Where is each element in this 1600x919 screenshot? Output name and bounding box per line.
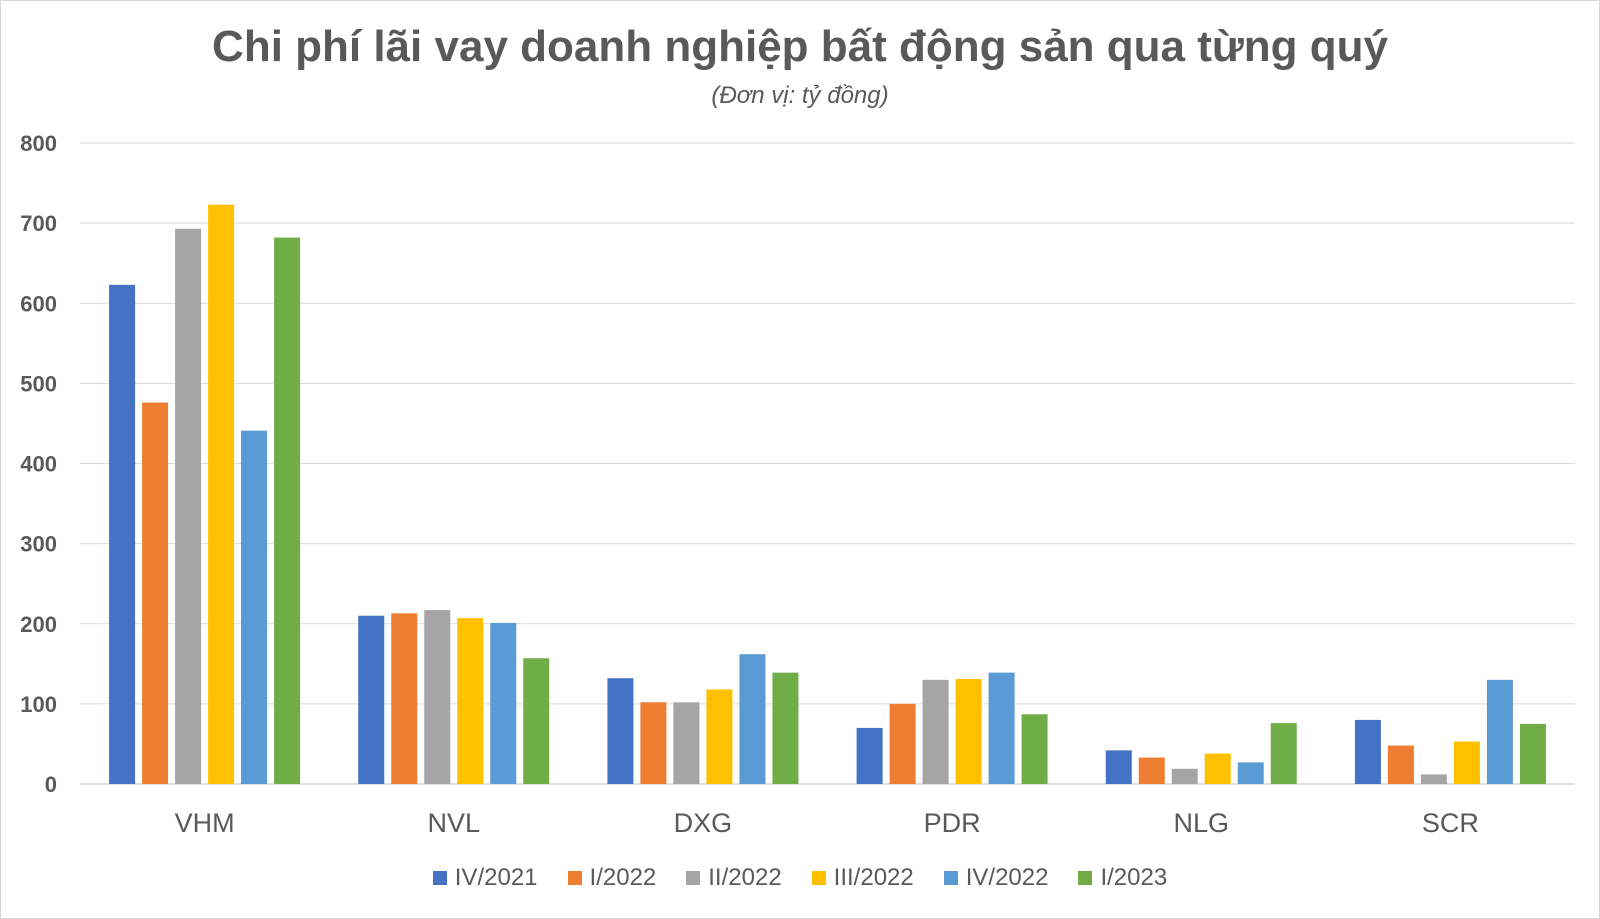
- bar: [208, 204, 235, 785]
- legend-label: IV/2021: [454, 864, 538, 891]
- x-category-label: DXG: [674, 808, 733, 838]
- legend-item: I/2023: [1078, 864, 1167, 892]
- bar: [1354, 719, 1381, 784]
- bar: [457, 618, 484, 784]
- x-category-label: PDR: [924, 808, 981, 838]
- bar: [175, 228, 202, 784]
- legend-item: IV/2022: [943, 864, 1049, 892]
- bar: [706, 689, 733, 784]
- bar: [490, 622, 517, 784]
- x-category-label: NVL: [427, 808, 480, 838]
- bar: [607, 678, 634, 784]
- y-tick-label: 300: [20, 532, 57, 557]
- bar: [772, 672, 799, 784]
- bar: [1171, 768, 1198, 784]
- bar: [1105, 750, 1132, 784]
- legend-label: I/2023: [1100, 864, 1168, 891]
- bar: [640, 702, 667, 784]
- bar: [109, 284, 136, 784]
- legend-label: I/2022: [589, 864, 657, 891]
- bar: [1138, 757, 1165, 784]
- bar: [922, 679, 949, 784]
- legend-swatch: [686, 871, 701, 885]
- legend-item: I/2022: [567, 864, 657, 892]
- y-tick-label: 100: [20, 692, 57, 717]
- legend-item: III/2022: [811, 864, 914, 892]
- y-tick-label: 400: [20, 452, 57, 477]
- bar: [1204, 753, 1231, 784]
- bar: [988, 672, 1015, 784]
- legend-swatch: [1078, 871, 1093, 885]
- bar: [856, 727, 883, 784]
- legend-item: IV/2021: [432, 864, 538, 892]
- y-tick-label: 600: [20, 291, 57, 316]
- bar: [358, 615, 385, 784]
- legend-label: III/2022: [833, 864, 914, 891]
- legend-swatch: [943, 871, 958, 885]
- bar: [523, 658, 550, 784]
- x-category-label: NLG: [1173, 808, 1229, 838]
- bar: [673, 702, 700, 784]
- bar: [1387, 745, 1414, 784]
- y-tick-label: 800: [20, 131, 57, 156]
- y-tick-label: 0: [45, 772, 57, 797]
- bar: [424, 610, 451, 784]
- legend-swatch: [432, 871, 447, 885]
- bar: [274, 237, 301, 785]
- bar: [739, 654, 766, 784]
- bar: [1021, 714, 1048, 784]
- legend-item: II/2022: [686, 864, 782, 892]
- bar: [1270, 723, 1297, 784]
- legend-swatch: [567, 871, 582, 885]
- y-tick-label: 200: [20, 612, 57, 637]
- bar: [1519, 723, 1546, 784]
- bar: [889, 703, 916, 784]
- y-tick-label: 500: [20, 371, 57, 396]
- bar: [241, 430, 268, 784]
- bar: [1453, 741, 1480, 784]
- bar: [142, 402, 169, 784]
- bar: [955, 679, 982, 784]
- chart-subtitle: (Đơn vị: tỷ đồng): [711, 82, 889, 109]
- chart-title: Chi phí lãi vay doanh nghiệp bất động sả…: [212, 22, 1388, 71]
- legend-label: IV/2022: [965, 864, 1049, 891]
- bar: [391, 613, 418, 784]
- chart-legend: IV/2021 I/2022 II/2022 III/2022 IV/2022 I/202…: [0, 864, 1600, 892]
- x-category-label: SCR: [1422, 808, 1479, 838]
- bar: [1420, 774, 1447, 784]
- bar: [1237, 762, 1264, 784]
- legend-label: II/2022: [708, 864, 782, 891]
- bar: [1486, 679, 1513, 784]
- y-tick-label: 700: [20, 211, 57, 236]
- x-category-label: VHM: [175, 808, 235, 838]
- legend-swatch: [811, 871, 826, 885]
